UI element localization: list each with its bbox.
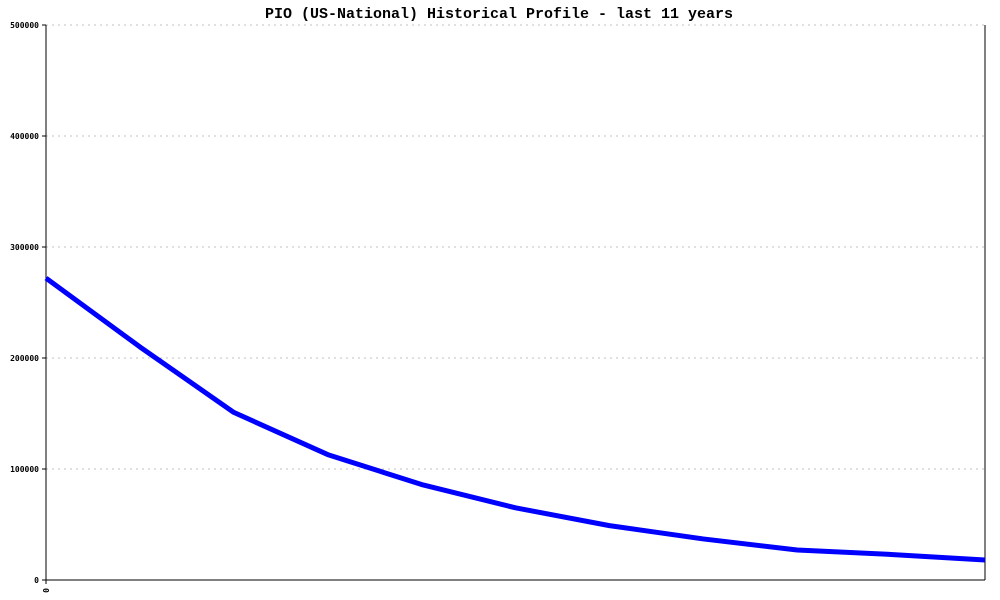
y-tick-label: 100000 (10, 465, 39, 474)
x-axis-ticks: 0 (42, 580, 51, 593)
series-group (44, 276, 986, 563)
y-tick-label: 500000 (10, 21, 39, 30)
series-line (44, 276, 986, 563)
x-tick-label: 0 (42, 588, 51, 593)
y-tick-label: 300000 (10, 243, 39, 252)
y-axis-ticks: 0 100000 200000 300000 400000 500000 (10, 21, 46, 585)
y-tick-label: 400000 (10, 132, 39, 141)
y-tick-label: 200000 (10, 354, 39, 363)
y-tick-label: 0 (34, 576, 39, 585)
gridlines (46, 24, 985, 470)
chart-title: PIO (US-National) Historical Profile - l… (265, 6, 733, 23)
